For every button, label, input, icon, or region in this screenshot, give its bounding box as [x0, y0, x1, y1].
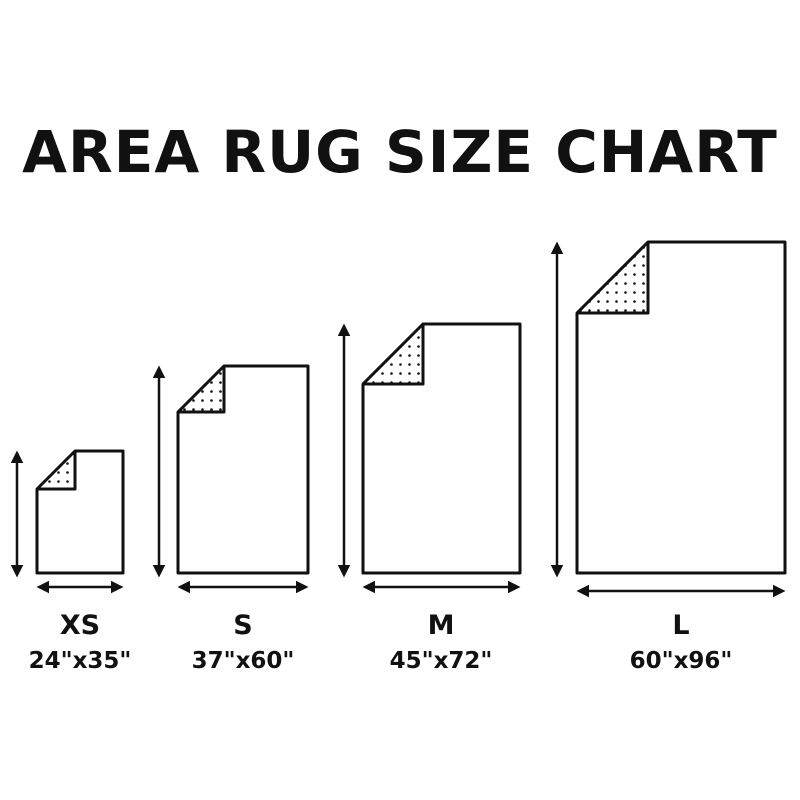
- rug-fold-line-l: [577, 242, 650, 315]
- chart-title: AREA RUG SIZE CHART: [22, 118, 778, 186]
- rug-fold-line-xs: [37, 451, 77, 491]
- rug-outline-l: [575, 240, 787, 575]
- rug-label-xs: XS: [59, 610, 101, 641]
- rug-label-s: S: [233, 610, 253, 641]
- rug-dimensions-s: 37"x60": [191, 648, 295, 674]
- rug-fold-line-s: [178, 366, 226, 414]
- rug-fold-line-m: [363, 324, 425, 386]
- rug-dimensions-m: 45"x72": [389, 648, 493, 674]
- rug-label-l: L: [672, 610, 690, 641]
- rug-outline-m: [361, 322, 522, 575]
- rug-outline-s: [176, 364, 310, 575]
- rug-outline-xs: [35, 449, 125, 575]
- rug-dimensions-xs: 24"x35": [28, 648, 132, 674]
- rug-dimensions-l: 60"x96": [629, 648, 733, 674]
- rug-label-m: M: [427, 610, 455, 641]
